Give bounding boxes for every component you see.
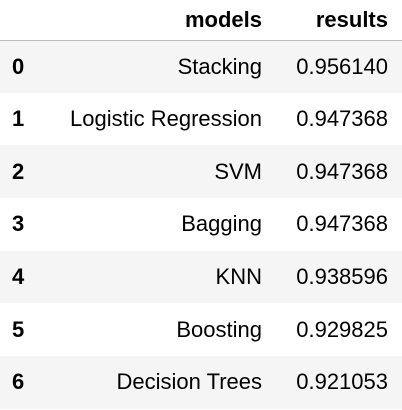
- row-index: 3: [12, 211, 25, 237]
- table-row: 1 Logistic Regression 0.947368: [0, 92, 402, 146]
- result-cell: 0.956140: [296, 53, 388, 79]
- table-row: 2 SVM 0.947368: [0, 145, 402, 199]
- table-row: 6 Decision Trees 0.921053: [0, 356, 402, 409]
- models-column-header: models: [40, 0, 276, 41]
- model-cell: Bagging: [181, 211, 262, 237]
- row-index: 1: [12, 106, 25, 132]
- result-cell: 0.929825: [296, 316, 388, 342]
- result-cell: 0.938596: [296, 264, 388, 290]
- model-cell: SVM: [214, 158, 262, 184]
- result-cell: 0.947368: [296, 106, 388, 132]
- table-row: 4 KNN 0.938596: [0, 250, 402, 304]
- row-index: 5: [12, 316, 25, 342]
- table-row: 3 Bagging 0.947368: [0, 198, 402, 251]
- model-cell: Stacking: [177, 53, 262, 79]
- model-cell: Logistic Regression: [70, 106, 262, 132]
- row-index: 0: [12, 53, 25, 79]
- table-row: 0 Stacking 0.956140: [0, 40, 402, 93]
- dataframe-body: 0 Stacking 0.956140 1 Logistic Regressio…: [0, 40, 402, 409]
- row-index: 4: [12, 264, 25, 290]
- row-index: 6: [12, 369, 25, 395]
- header-row: models results: [0, 0, 402, 41]
- table-row: 5 Boosting 0.929825: [0, 303, 402, 357]
- model-cell: Decision Trees: [116, 369, 262, 395]
- row-index: 2: [12, 158, 25, 184]
- model-cell: KNN: [215, 264, 262, 290]
- results-column-header: results: [276, 0, 402, 41]
- result-cell: 0.947368: [296, 211, 388, 237]
- dataframe-header: models results: [0, 0, 402, 41]
- result-cell: 0.921053: [296, 369, 388, 395]
- result-cell: 0.947368: [296, 158, 388, 184]
- index-header: [0, 0, 40, 41]
- model-cell: Boosting: [176, 316, 262, 342]
